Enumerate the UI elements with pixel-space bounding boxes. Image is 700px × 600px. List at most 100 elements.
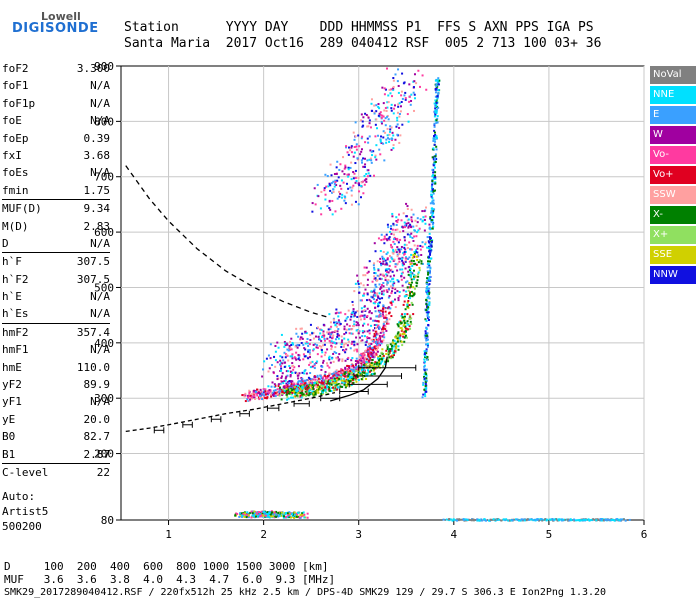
echo-point	[406, 286, 409, 289]
echo-point	[410, 232, 413, 235]
echo-point	[298, 380, 301, 383]
echo-point	[403, 336, 406, 339]
echo-point	[385, 233, 388, 236]
echo-point	[284, 513, 287, 516]
echo-point	[417, 254, 420, 257]
echo-point	[456, 518, 459, 521]
echo-point	[353, 146, 356, 149]
echo-point	[358, 365, 361, 368]
echo-point	[407, 266, 410, 269]
echo-point	[382, 282, 385, 285]
echo-point	[282, 516, 285, 519]
echo-point	[250, 397, 253, 400]
echo-point	[261, 392, 264, 395]
echo-point	[585, 518, 588, 521]
echo-point	[596, 518, 599, 521]
echo-point	[315, 361, 318, 364]
echo-point	[374, 353, 377, 356]
echo-point	[308, 356, 311, 359]
echo-point	[322, 332, 325, 335]
param-key: foF1	[2, 79, 29, 93]
echo-point	[377, 237, 380, 240]
echo-point	[516, 518, 519, 521]
echo-point	[363, 292, 366, 295]
echo-point	[347, 383, 350, 386]
echo-point	[389, 280, 392, 283]
echo-point	[466, 519, 469, 522]
echo-point	[622, 518, 625, 521]
legend: NoVal NNE E W Vo- Vo+ SSW X- X+ SSE NNW	[650, 66, 696, 286]
echo-point	[496, 518, 499, 521]
echo-point	[426, 266, 429, 269]
echo-point	[405, 336, 408, 339]
echo-point	[393, 250, 396, 253]
echo-point	[366, 339, 369, 342]
echo-point	[489, 518, 492, 521]
echo-point	[303, 386, 306, 389]
echo-point	[403, 295, 406, 298]
echo-point	[428, 265, 431, 268]
echo-point	[398, 230, 401, 233]
echo-point	[357, 332, 360, 335]
echo-point	[410, 274, 413, 277]
echo-point	[421, 210, 424, 213]
echo-point	[430, 257, 433, 260]
echo-point	[292, 368, 295, 371]
echo-point	[393, 339, 396, 342]
echo-point	[300, 341, 303, 344]
echo-point	[361, 125, 364, 128]
echo-point	[379, 314, 382, 317]
echo-point	[431, 208, 434, 211]
echo-point	[308, 353, 311, 356]
echo-point	[573, 518, 576, 521]
echo-point	[287, 392, 290, 395]
echo-point	[351, 357, 354, 360]
echo-point	[400, 329, 403, 332]
param-value: 2.83	[83, 219, 111, 233]
echo-point	[354, 348, 357, 351]
echo-point	[364, 349, 367, 352]
echo-point	[413, 252, 416, 255]
echo-point	[339, 385, 342, 388]
echo-point	[426, 335, 429, 338]
echo-point	[272, 371, 275, 374]
echo-point	[354, 121, 357, 124]
echo-point	[351, 300, 354, 303]
echo-point	[427, 246, 430, 249]
plot-frame	[120, 65, 645, 521]
echo-point	[376, 339, 379, 342]
echo-point	[331, 336, 334, 339]
echo-point	[526, 518, 529, 521]
echo-point	[298, 359, 301, 362]
echo-point	[383, 93, 386, 96]
echo-point	[347, 146, 350, 149]
echo-point	[389, 128, 392, 131]
legend-item: NNW	[650, 266, 696, 284]
echo-point	[309, 323, 312, 326]
echo-point	[335, 374, 338, 377]
echo-point	[359, 354, 362, 357]
param-key: foEp	[2, 131, 29, 145]
echo-point	[297, 365, 300, 368]
echo-point	[270, 391, 273, 394]
echo-point	[412, 225, 415, 228]
echo-point	[367, 350, 370, 353]
echo-point	[351, 304, 354, 307]
echo-point	[426, 305, 429, 308]
echo-point	[314, 335, 317, 338]
echo-point	[367, 353, 370, 356]
echo-point	[299, 327, 302, 330]
echo-point	[410, 259, 413, 262]
echo-point	[313, 382, 316, 385]
echo-point	[354, 135, 357, 138]
echo-point	[387, 271, 390, 274]
echo-point	[409, 292, 412, 295]
echo-point	[420, 260, 423, 263]
echo-point	[368, 350, 371, 353]
echo-point	[380, 262, 383, 265]
echo-point	[521, 518, 524, 521]
echo-point	[426, 355, 429, 358]
echo-point	[582, 518, 585, 521]
echo-point	[262, 368, 265, 371]
echo-point	[424, 355, 427, 358]
